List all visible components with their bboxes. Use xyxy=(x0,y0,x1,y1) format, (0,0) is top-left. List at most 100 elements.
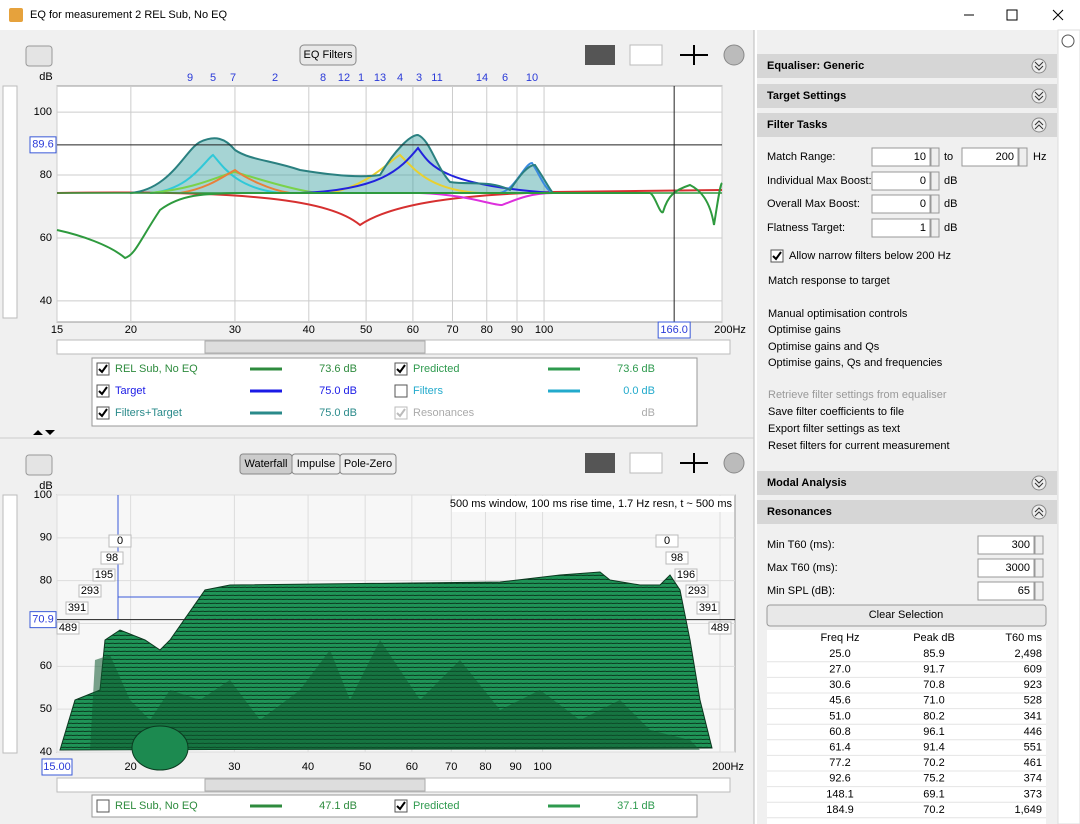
spinner[interactable] xyxy=(930,194,940,214)
table-cell[interactable]: 148.1 xyxy=(826,788,854,800)
layout-icon[interactable] xyxy=(585,45,615,65)
view-button[interactable] xyxy=(339,453,397,475)
table-cell[interactable]: 60.8 xyxy=(829,726,850,738)
filter-label[interactable]: 3 xyxy=(416,72,422,84)
action-link[interactable]: Match response to target xyxy=(768,275,890,287)
filter-label[interactable]: 11 xyxy=(431,72,442,84)
filter-label[interactable]: 13 xyxy=(374,72,386,84)
settings-icon[interactable] xyxy=(723,452,745,474)
checkbox[interactable] xyxy=(394,384,408,398)
spinner[interactable] xyxy=(1034,558,1044,578)
table-cell[interactable]: 71.0 xyxy=(923,695,944,707)
filter-label[interactable]: 6 xyxy=(502,72,508,84)
filter-label[interactable]: 14 xyxy=(476,72,488,84)
spinner[interactable] xyxy=(930,218,940,238)
section-header[interactable] xyxy=(757,500,1057,524)
table-cell[interactable]: 61.4 xyxy=(829,742,850,754)
text-field[interactable] xyxy=(871,147,931,167)
table-cell[interactable]: 27.0 xyxy=(829,664,850,676)
action-link[interactable]: Reset filters for current measurement xyxy=(768,440,950,452)
table-cell[interactable]: 85.9 xyxy=(923,648,944,660)
section-title[interactable]: Resonances xyxy=(767,506,832,518)
table-cell[interactable]: 70.2 xyxy=(923,804,944,816)
settings-icon[interactable] xyxy=(723,44,745,66)
table-cell[interactable]: 25.0 xyxy=(829,648,850,660)
table-cell[interactable]: 75.2 xyxy=(923,773,944,785)
table-cell[interactable]: 69.1 xyxy=(923,788,944,800)
section-header[interactable] xyxy=(757,113,1057,137)
section-title[interactable]: Equaliser: Generic xyxy=(767,60,864,72)
table-cell[interactable]: 30.6 xyxy=(829,679,850,691)
table-cell[interactable]: 70.2 xyxy=(923,757,944,769)
field-value[interactable]: 200 xyxy=(996,151,1014,163)
filter-label[interactable]: 4 xyxy=(397,72,403,84)
scroll-thumb[interactable] xyxy=(204,340,426,354)
filter-label[interactable]: 2 xyxy=(272,72,278,84)
button-label[interactable]: Clear Selection xyxy=(869,609,944,621)
table-cell[interactable]: 461 xyxy=(1024,757,1042,769)
filter-label[interactable]: 12 xyxy=(338,72,350,84)
button-label[interactable]: Pole-Zero xyxy=(344,458,392,470)
y-scrollbar[interactable] xyxy=(2,494,18,754)
section-title[interactable]: Target Settings xyxy=(767,90,846,102)
table-cell[interactable]: 45.6 xyxy=(829,695,850,707)
field-value[interactable]: 0 xyxy=(920,175,926,187)
zoom-icon[interactable] xyxy=(680,453,708,473)
button-label[interactable]: EQ Filters xyxy=(304,49,353,61)
button-label[interactable]: Impulse xyxy=(297,458,336,470)
table-cell[interactable]: 341 xyxy=(1024,710,1042,722)
table-cell[interactable]: 374 xyxy=(1024,773,1042,785)
layout-icon[interactable] xyxy=(585,453,615,473)
table-cell[interactable]: 373 xyxy=(1024,788,1042,800)
table-cell[interactable]: 80.2 xyxy=(923,710,944,722)
maximize-button[interactable] xyxy=(1006,9,1018,21)
side-scrollbar[interactable] xyxy=(1057,29,1080,824)
close-button[interactable] xyxy=(1052,9,1064,21)
text-field[interactable] xyxy=(977,558,1035,578)
spinner[interactable] xyxy=(1034,581,1044,601)
table-cell[interactable]: 77.2 xyxy=(829,757,850,769)
filter-label[interactable]: 7 xyxy=(230,72,236,84)
action-link[interactable]: Optimise gains and Qs xyxy=(768,341,880,353)
divider-arrows[interactable] xyxy=(33,430,55,435)
section-header[interactable] xyxy=(757,471,1057,495)
section-title[interactable]: Filter Tasks xyxy=(767,119,827,131)
action-link[interactable]: Optimise gains xyxy=(768,324,841,336)
table-cell[interactable]: 70.8 xyxy=(923,679,944,691)
filter-label[interactable]: 10 xyxy=(526,72,538,84)
action-link[interactable]: Export filter settings as text xyxy=(768,423,900,435)
checkbox[interactable] xyxy=(96,799,110,813)
table-cell[interactable]: 91.7 xyxy=(923,664,944,676)
field-value[interactable]: 1 xyxy=(920,222,926,234)
text-field[interactable] xyxy=(977,535,1035,555)
table-cell[interactable]: 923 xyxy=(1024,679,1042,691)
table-cell[interactable]: 51.0 xyxy=(829,710,850,722)
action-link[interactable]: Save filter coefficients to file xyxy=(768,406,904,418)
action-link[interactable]: Optimise gains, Qs and frequencies xyxy=(768,357,943,369)
table-cell[interactable]: 528 xyxy=(1024,695,1042,707)
section-header[interactable] xyxy=(757,84,1057,108)
y-scrollbar[interactable] xyxy=(2,85,18,319)
table-cell[interactable]: 184.9 xyxy=(826,804,854,816)
checkbox-label[interactable]: Allow narrow filters below 200 Hz xyxy=(789,250,951,262)
spinner[interactable] xyxy=(1018,147,1028,167)
spinner[interactable] xyxy=(930,147,940,167)
action-link[interactable]: Retrieve filter settings from equaliser xyxy=(768,389,947,401)
field-value[interactable]: 65 xyxy=(1018,585,1030,597)
table-cell[interactable]: 96.1 xyxy=(923,726,944,738)
field-value[interactable]: 0 xyxy=(920,198,926,210)
text-field[interactable] xyxy=(871,194,931,214)
columns-icon[interactable] xyxy=(629,44,663,66)
eq-filters-button[interactable] xyxy=(299,44,357,66)
text-field[interactable] xyxy=(871,218,931,238)
text-field[interactable] xyxy=(961,147,1019,167)
collapse-button[interactable] xyxy=(1061,34,1075,48)
zoom-icon[interactable] xyxy=(680,45,708,65)
camera-button[interactable] xyxy=(25,45,53,67)
table-cell[interactable]: 1,649 xyxy=(1014,804,1042,816)
scroll-thumb[interactable] xyxy=(204,778,426,792)
filter-label[interactable]: 8 xyxy=(320,72,326,84)
filter-label[interactable]: 9 xyxy=(187,72,193,84)
button-label[interactable]: Waterfall xyxy=(245,458,288,470)
clear-button[interactable] xyxy=(766,604,1047,627)
